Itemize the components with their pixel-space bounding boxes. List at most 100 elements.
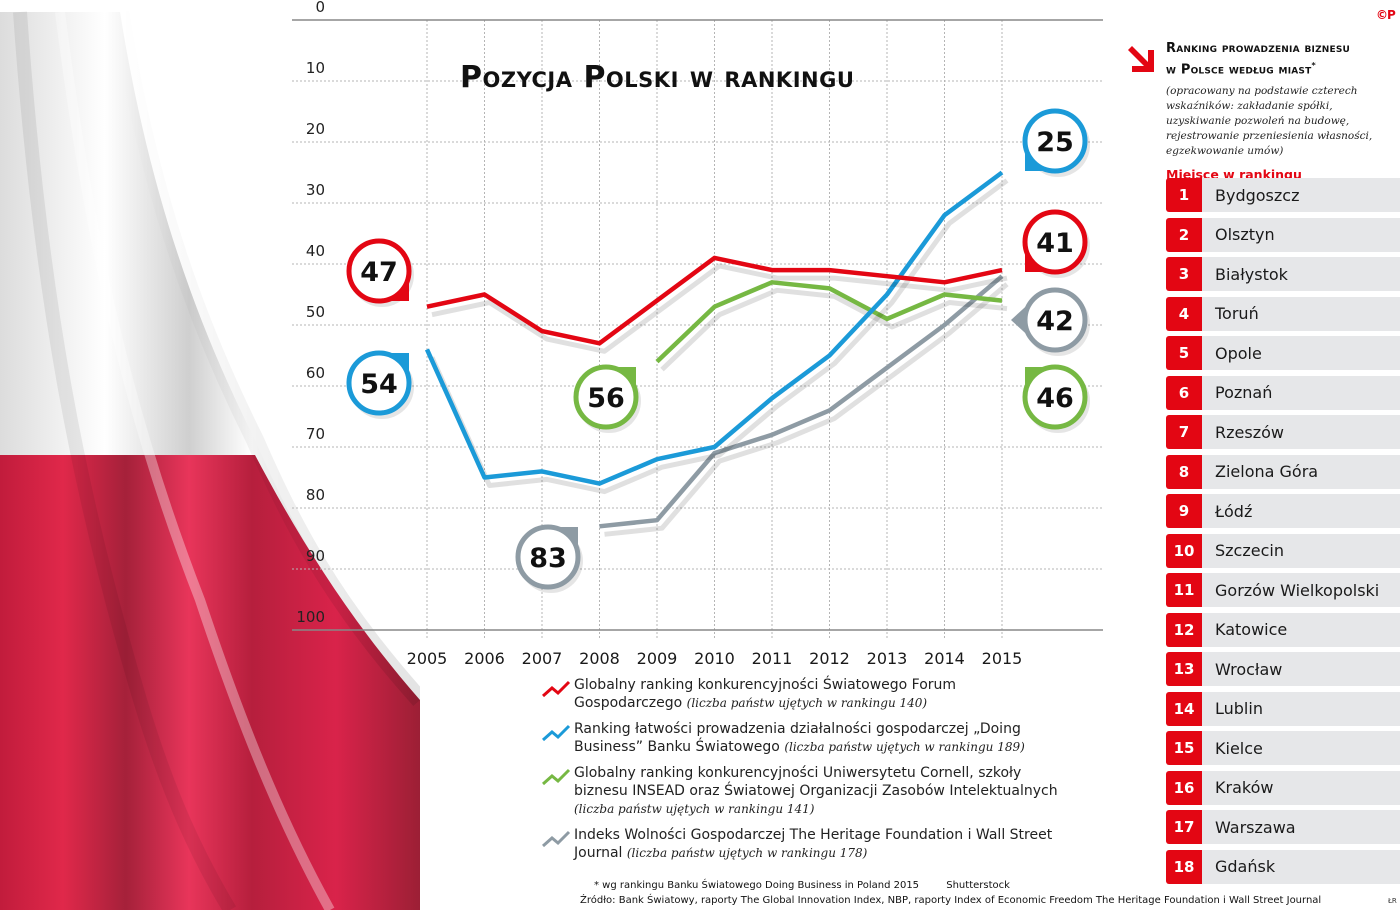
series-shadow bbox=[429, 178, 1009, 495]
y-tick-label: 0 bbox=[315, 0, 325, 16]
series-line bbox=[655, 280, 1003, 364]
series-line bbox=[426, 255, 1003, 346]
x-tick-label: 2010 bbox=[694, 649, 735, 668]
rank-number: 11 bbox=[1166, 573, 1202, 607]
chart-grid bbox=[292, 20, 1103, 640]
rank-number: 10 bbox=[1166, 533, 1202, 568]
rank-number: 18 bbox=[1166, 849, 1202, 884]
city-name: Kielce bbox=[1202, 731, 1400, 765]
series-line bbox=[424, 170, 1004, 486]
city-name: Toruń bbox=[1202, 296, 1400, 331]
rank-number: 3 bbox=[1166, 257, 1202, 291]
city-name: Łódź bbox=[1202, 494, 1400, 528]
rank-number: 4 bbox=[1166, 296, 1202, 331]
value-badge: 47 bbox=[346, 238, 414, 307]
legend-item-doing-business: Ranking łatwości prowadzenia działalnośc… bbox=[540, 720, 1060, 756]
y-tick-label: 20 bbox=[306, 120, 325, 138]
author-initials: ŁR bbox=[1388, 897, 1397, 905]
city-rank-row: 11 Gorzów Wielkopolski bbox=[1166, 573, 1400, 607]
x-tick-label: 2014 bbox=[924, 649, 965, 668]
badge-value: 54 bbox=[360, 369, 398, 400]
value-badge: 54 bbox=[346, 350, 414, 419]
city-name: Rzeszów bbox=[1202, 415, 1400, 449]
line-chart: 0 10 20 30 40 50 60 70 80 90 100 2005 2006 2007 2008 20… bbox=[292, 0, 1103, 668]
badge-value: 25 bbox=[1036, 127, 1074, 158]
rank-number: 5 bbox=[1166, 336, 1202, 370]
city-name: Kraków bbox=[1202, 770, 1400, 805]
series-shadow bbox=[604, 282, 1009, 537]
source-text: Źródło: Bank Światowy, raporty The Globa… bbox=[580, 895, 1322, 906]
city-rank-row: 8 Zielona Góra bbox=[1166, 454, 1400, 489]
legend-label: Indeks Wolności Gospodarczej The Heritag… bbox=[574, 827, 1053, 861]
chart-title: Pozycja Polski w rankingu bbox=[460, 60, 855, 95]
chart-axes: 0 10 20 30 40 50 60 70 80 90 100 2005 2006 2007 2008 20… bbox=[292, 0, 1103, 668]
x-tick-label: 2005 bbox=[407, 649, 448, 668]
city-rank-row: 9 Łódź bbox=[1166, 494, 1400, 528]
x-tick-label: 2009 bbox=[637, 649, 678, 668]
value-badges: 47 54 56 83 25 41 42 46 bbox=[346, 108, 1090, 593]
city-rank-row: 4 Toruń bbox=[1166, 296, 1400, 331]
series-shadow bbox=[431, 263, 1008, 354]
x-tick-label: 2008 bbox=[579, 649, 620, 668]
value-badge: 25 bbox=[1022, 108, 1090, 177]
legend-note: (liczba państw ujętych w rankingu 141) bbox=[574, 802, 815, 816]
y-tick-label: 80 bbox=[306, 486, 325, 504]
value-badge: 83 bbox=[515, 524, 583, 593]
rank-number: 2 bbox=[1166, 217, 1202, 252]
city-rank-row: 3 Białystok bbox=[1166, 257, 1400, 291]
legend-label: Ranking łatwości prowadzenia działalnośc… bbox=[574, 721, 1021, 755]
rank-number: 15 bbox=[1166, 731, 1202, 765]
city-rank-row: 16 Kraków bbox=[1166, 770, 1400, 805]
city-name: Bydgoszcz bbox=[1202, 178, 1400, 212]
rank-number: 7 bbox=[1166, 415, 1202, 449]
city-rank-list: 1 Bydgoszcz 2 Olsztyn 3 Białystok 4 Toruń 5 Opole… bbox=[1166, 178, 1400, 889]
x-tick-label: 2011 bbox=[752, 649, 793, 668]
value-badge: 41 bbox=[1022, 209, 1090, 278]
legend-item-wef: Globalny ranking konkurencyjności Świato… bbox=[540, 676, 1060, 712]
city-name: Zielona Góra bbox=[1202, 454, 1400, 489]
city-name: Szczecin bbox=[1202, 533, 1400, 568]
blue-line-icon bbox=[542, 724, 571, 742]
city-name: Gorzów Wielkopolski bbox=[1202, 573, 1400, 607]
badge-value: 46 bbox=[1036, 383, 1074, 414]
series-shadow bbox=[660, 287, 1008, 372]
legend-label: Globalny ranking konkurencyjności Uniwer… bbox=[574, 765, 1058, 799]
chart-legend: Globalny ranking konkurencyjności Świato… bbox=[540, 676, 1060, 870]
y-tick-label: 30 bbox=[306, 181, 325, 199]
rank-number: 8 bbox=[1166, 454, 1202, 489]
legend-label: Globalny ranking konkurencyjności Świato… bbox=[574, 677, 957, 711]
copyright-mark: ©P bbox=[1376, 8, 1396, 22]
footnote-text: * wg rankingu Banku Światowego Doing Bus… bbox=[594, 880, 920, 891]
x-tick-label: 2013 bbox=[867, 649, 908, 668]
rank-number: 1 bbox=[1166, 178, 1202, 212]
city-name: Wrocław bbox=[1202, 652, 1400, 686]
series-line bbox=[599, 274, 1004, 529]
city-rank-row: 7 Rzeszów bbox=[1166, 415, 1400, 449]
legend-item-gii: Globalny ranking konkurencyjności Uniwer… bbox=[540, 764, 1060, 818]
legend-note: (liczba państw ujętych w rankingu 189) bbox=[784, 740, 1025, 754]
x-tick-label: 2015 bbox=[982, 649, 1023, 668]
legend-item-heritage: Indeks Wolności Gospodarczej The Heritag… bbox=[540, 826, 1060, 862]
city-ranking-panel: Ranking prowadzenia biznesu w Polsce wed… bbox=[1120, 40, 1400, 884]
y-tick-label: 90 bbox=[306, 547, 325, 565]
y-tick-label: 50 bbox=[306, 303, 325, 321]
city-name: Gdańsk bbox=[1202, 849, 1400, 884]
arrow-down-right-icon bbox=[1128, 46, 1154, 72]
badge-value: 47 bbox=[360, 257, 398, 288]
badge-value: 42 bbox=[1036, 306, 1074, 337]
polish-flag-background bbox=[0, 10, 420, 910]
city-name: Białystok bbox=[1202, 257, 1400, 291]
city-rank-row: 14 Lublin bbox=[1166, 691, 1400, 726]
city-name: Warszawa bbox=[1202, 810, 1400, 844]
badge-value: 41 bbox=[1036, 228, 1074, 259]
rank-number: 13 bbox=[1166, 652, 1202, 686]
badge-value: 56 bbox=[587, 383, 625, 414]
value-badge: 42 bbox=[1011, 287, 1090, 356]
green-line-icon bbox=[542, 768, 571, 786]
legend-note: (liczba państw ujętych w rankingu 178) bbox=[626, 846, 868, 860]
city-rank-row: 5 Opole bbox=[1166, 336, 1400, 370]
panel-title: Ranking prowadzenia biznesu w Polsce wed… bbox=[1166, 41, 1351, 78]
value-badge: 46 bbox=[1022, 364, 1090, 433]
city-rank-row: 13 Wrocław bbox=[1166, 652, 1400, 686]
city-name: Opole bbox=[1202, 336, 1400, 370]
